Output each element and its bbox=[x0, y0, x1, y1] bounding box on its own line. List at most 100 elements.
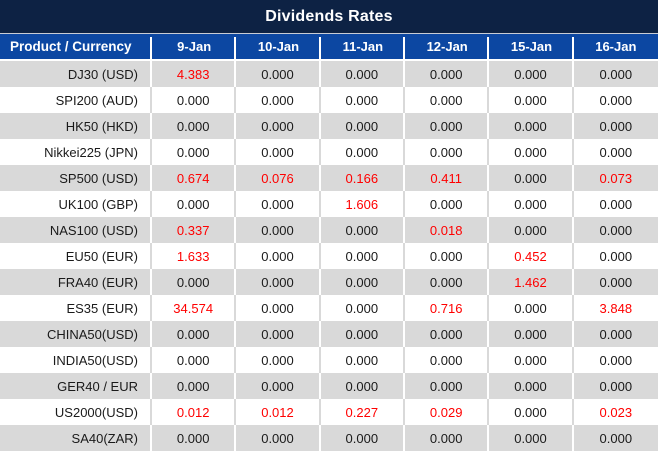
value-cell: 0.337 bbox=[152, 217, 237, 243]
table-row: ES35 (EUR) 34.574 0.000 0.000 0.716 0.000 3.84… bbox=[0, 295, 658, 321]
value-cell: 0.000 bbox=[321, 87, 405, 113]
value-cell: 0.000 bbox=[236, 269, 321, 295]
table-row: NAS100 (USD) 0.337 0.000 0.000 0.018 0.000 0.0… bbox=[0, 217, 658, 243]
product-cell: CHINA50(USD) bbox=[0, 321, 152, 347]
product-cell: SA40(ZAR) bbox=[0, 425, 152, 451]
column-header-16-jan: 16-Jan bbox=[595, 39, 637, 54]
value-cell: 0.000 bbox=[489, 113, 574, 139]
value-cell: 0.076 bbox=[236, 165, 321, 191]
product-cell: EU50 (EUR) bbox=[0, 243, 152, 269]
value-cell: 0.000 bbox=[321, 139, 405, 165]
column-header-product-currency: Product / Currency bbox=[0, 34, 152, 59]
product-cell: US2000(USD) bbox=[0, 399, 152, 425]
value-cell: 0.000 bbox=[599, 248, 633, 264]
value-cell: 0.000 bbox=[599, 196, 633, 212]
value-cell: 0.411 bbox=[405, 165, 490, 191]
table-row: SPI200 (AUD) 0.000 0.000 0.000 0.000 0.000 0.0… bbox=[0, 87, 658, 113]
value-cell: 0.000 bbox=[321, 61, 405, 87]
table-row: UK100 (GBP) 0.000 0.000 1.606 0.000 0.000 0.00… bbox=[0, 191, 658, 217]
table-row: US2000(USD) 0.012 0.012 0.227 0.029 0.000 0.02… bbox=[0, 399, 658, 425]
value-cell: 0.000 bbox=[489, 347, 574, 373]
value-cell: 0.000 bbox=[152, 321, 237, 347]
value-cell: 4.383 bbox=[152, 61, 237, 87]
value-cell: 0.000 bbox=[599, 144, 633, 160]
value-cell: 0.000 bbox=[599, 66, 633, 82]
product-cell: SP500 (USD) bbox=[0, 165, 152, 191]
column-header-12-jan: 12-Jan bbox=[405, 34, 490, 59]
product-cell: HK50 (HKD) bbox=[0, 113, 152, 139]
table-row: FRA40 (EUR) 0.000 0.000 0.000 0.000 1.462 0.00… bbox=[0, 269, 658, 295]
value-cell: 0.000 bbox=[405, 347, 490, 373]
product-cell: GER40 / EUR bbox=[0, 373, 152, 399]
product-cell: DJ30 (USD) bbox=[0, 61, 152, 87]
table-row: CHINA50(USD) 0.000 0.000 0.000 0.000 0.000 0.0… bbox=[0, 321, 658, 347]
value-cell: 1.633 bbox=[152, 243, 237, 269]
value-cell: 34.574 bbox=[152, 295, 237, 321]
value-cell: 0.000 bbox=[489, 139, 574, 165]
product-cell: ES35 (EUR) bbox=[0, 295, 152, 321]
value-cell: 0.000 bbox=[489, 399, 574, 425]
value-cell: 0.000 bbox=[152, 347, 237, 373]
value-cell: 0.029 bbox=[405, 399, 490, 425]
value-cell: 0.000 bbox=[236, 243, 321, 269]
value-cell: 0.000 bbox=[236, 425, 321, 451]
column-header-9-jan: 9-Jan bbox=[152, 34, 237, 59]
value-cell: 0.000 bbox=[152, 87, 237, 113]
table-row: EU50 (EUR) 1.633 0.000 0.000 0.000 0.452 0.000 bbox=[0, 243, 658, 269]
value-cell: 0.674 bbox=[152, 165, 237, 191]
value-cell: 0.000 bbox=[405, 321, 490, 347]
value-cell: 0.000 bbox=[489, 217, 574, 243]
value-cell: 0.000 bbox=[405, 269, 490, 295]
value-cell: 0.000 bbox=[489, 61, 574, 87]
value-cell: 0.000 bbox=[321, 373, 405, 399]
value-cell: 0.000 bbox=[405, 243, 490, 269]
value-cell: 0.000 bbox=[321, 243, 405, 269]
value-cell: 0.000 bbox=[236, 347, 321, 373]
value-cell: 0.716 bbox=[405, 295, 490, 321]
value-cell: 0.012 bbox=[152, 399, 237, 425]
value-cell: 0.000 bbox=[599, 378, 633, 394]
value-cell: 0.000 bbox=[321, 321, 405, 347]
value-cell: 0.000 bbox=[599, 118, 633, 134]
value-cell: 0.012 bbox=[236, 399, 321, 425]
value-cell: 0.023 bbox=[599, 404, 633, 420]
value-cell: 0.073 bbox=[599, 170, 633, 186]
value-cell: 0.000 bbox=[152, 269, 237, 295]
value-cell: 0.000 bbox=[489, 321, 574, 347]
value-cell: 0.000 bbox=[599, 274, 633, 290]
product-cell: Nikkei225 (JPN) bbox=[0, 139, 152, 165]
value-cell: 0.166 bbox=[321, 165, 405, 191]
value-cell: 0.000 bbox=[405, 139, 490, 165]
value-cell: 0.000 bbox=[236, 373, 321, 399]
value-cell: 3.848 bbox=[599, 300, 633, 316]
product-cell: FRA40 (EUR) bbox=[0, 269, 152, 295]
value-cell: 0.000 bbox=[321, 347, 405, 373]
table-row: Nikkei225 (JPN) 0.000 0.000 0.000 0.000 0.000… bbox=[0, 139, 658, 165]
value-cell: 0.000 bbox=[152, 113, 237, 139]
value-cell: 0.000 bbox=[236, 113, 321, 139]
value-cell: 1.462 bbox=[489, 269, 574, 295]
column-header-11-jan: 11-Jan bbox=[321, 34, 406, 59]
value-cell: 0.452 bbox=[489, 243, 574, 269]
product-cell: UK100 (GBP) bbox=[0, 191, 152, 217]
product-cell: NAS100 (USD) bbox=[0, 217, 152, 243]
value-cell: 0.000 bbox=[321, 269, 405, 295]
table-row: SP500 (USD) 0.674 0.076 0.166 0.411 0.000 0.07… bbox=[0, 165, 658, 191]
value-cell: 0.000 bbox=[236, 295, 321, 321]
value-cell: 0.000 bbox=[489, 373, 574, 399]
table-row: GER40 / EUR 0.000 0.000 0.000 0.000 0.000 0.00… bbox=[0, 373, 658, 399]
value-cell: 0.000 bbox=[405, 425, 490, 451]
value-cell: 0.000 bbox=[321, 217, 405, 243]
value-cell: 0.000 bbox=[599, 92, 633, 108]
title-bar: Dividends Rates bbox=[0, 0, 658, 33]
value-cell: 0.000 bbox=[599, 352, 633, 368]
value-cell: 0.000 bbox=[405, 87, 490, 113]
value-cell: 0.018 bbox=[405, 217, 490, 243]
value-cell: 0.000 bbox=[321, 425, 405, 451]
value-cell: 0.000 bbox=[405, 191, 490, 217]
value-cell: 0.000 bbox=[236, 139, 321, 165]
value-cell: 0.000 bbox=[405, 113, 490, 139]
value-cell: 0.227 bbox=[321, 399, 405, 425]
column-header-10-jan: 10-Jan bbox=[236, 34, 321, 59]
